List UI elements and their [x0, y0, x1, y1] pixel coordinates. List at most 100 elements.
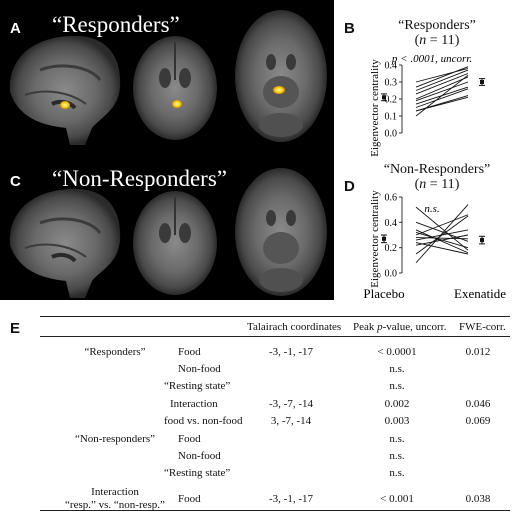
condition-cell: Food — [178, 346, 201, 358]
condition-cell: “Resting state” — [164, 467, 231, 480]
axial-slice-c — [235, 168, 327, 296]
p-value-cell: n.s. — [389, 363, 405, 376]
xlabel-exenatide: Exenatide — [454, 286, 506, 301]
subject-line — [415, 96, 469, 112]
n-value: = 11 — [426, 33, 455, 48]
subject-line — [415, 66, 469, 88]
activation-blob — [172, 100, 182, 108]
p-value-cell: n.s. — [389, 380, 405, 393]
subject-line — [415, 237, 469, 240]
subject-line — [415, 242, 469, 255]
subject-line — [415, 67, 469, 83]
stat-label-b: p < .0001, uncorr. — [391, 53, 472, 65]
activation-blob — [60, 101, 70, 109]
chart-title-d-line2: (n = 11) — [414, 177, 460, 192]
y-tick-label: 0.2 — [385, 243, 398, 254]
subject-line — [415, 74, 469, 117]
sagittal-slice-a — [9, 35, 121, 145]
p-value-cell: n.s. — [389, 467, 405, 480]
subject-line — [415, 215, 469, 255]
ylabel-d: Eigenvector centrality — [369, 190, 381, 288]
y-tick-label: 0.4 — [385, 218, 398, 229]
xlabel-placebo: Placebo — [363, 286, 404, 301]
activation-blob — [273, 86, 285, 94]
chart-d: 0.0 0.2 0.4 0.6 — [381, 193, 485, 280]
header-talairach: Talairach coordinates — [247, 321, 342, 333]
header-peak-b: -value, uncorr. — [382, 321, 447, 333]
panel-label-b: B — [344, 20, 355, 37]
y-tick-label: 0.0 — [385, 269, 398, 280]
coords-cell: -3, -1, -17 — [269, 346, 313, 358]
panel-title-c: “Non-Responders” — [52, 166, 228, 191]
axial-slice-a — [235, 10, 327, 142]
subject-line — [415, 76, 469, 100]
n-symbol: n — [419, 177, 427, 192]
table-top-rule — [40, 316, 510, 317]
chart-title-b: “Responders” (n = 11) — [362, 18, 512, 48]
chart-title-d: “Non-Responders” (n = 11) — [362, 162, 512, 192]
panel-label-e: E — [10, 320, 21, 337]
p-value-cell: < 0.0001 — [377, 346, 417, 358]
panel-label-c: C — [10, 173, 21, 190]
condition-cell: “Resting state” — [164, 380, 231, 393]
condition-cell: food vs. non-food — [164, 414, 243, 427]
chart-b: 0.0 0.1 0.2 0.3 0.4 — [381, 61, 485, 140]
n-symbol: n — [419, 33, 427, 48]
mean-marker — [480, 238, 484, 243]
coords-cell: -3, -7, -14 — [269, 397, 313, 410]
condition-cell: Non-food — [178, 450, 221, 463]
mean-marker — [480, 80, 484, 84]
group-label: Interaction — [91, 485, 139, 498]
coords-cell: 3, -7, -14 — [270, 414, 312, 427]
table-bottom-rule — [40, 510, 510, 511]
condition-cell: Food — [178, 492, 201, 505]
y-tick-label: 0.1 — [385, 112, 398, 123]
condition-cell: Non-food — [178, 363, 221, 376]
subject-line — [415, 69, 469, 91]
fwe-cell: 0.069 — [465, 414, 491, 427]
condition-cell: Food — [178, 433, 201, 445]
y-tick-label: 0.2 — [385, 95, 398, 106]
chart-title-b-line2: (n = 11) — [414, 33, 460, 48]
stat-label-d: n.s. — [424, 203, 439, 215]
p-value-cell: n.s. — [389, 433, 405, 445]
n-value: = 11 — [426, 177, 455, 192]
coronal-slice-c — [133, 191, 217, 295]
p-value-cell: n.s. — [389, 450, 405, 463]
header-peak-a: Peak — [353, 321, 378, 333]
mean-marker — [382, 236, 386, 241]
subject-line — [415, 88, 469, 108]
subject-line — [415, 73, 469, 95]
panel-title-a: “Responders” — [52, 12, 180, 37]
mean-marker — [382, 95, 386, 100]
y-tick-label: 0.3 — [385, 78, 398, 89]
subject-line — [415, 206, 469, 251]
y-tick-label: 0.6 — [385, 193, 398, 204]
header-peak-p-symbol: p — [377, 321, 383, 333]
panel-label-d: D — [344, 178, 355, 195]
chart-title-b-line1: “Responders” — [398, 18, 476, 33]
fwe-cell: 0.012 — [465, 346, 491, 358]
charts-svg: p < .0001, uncorr. Eigenvector centralit… — [363, 53, 506, 301]
p-value-cell: < 0.001 — [380, 492, 414, 505]
subject-line — [415, 214, 469, 236]
y-tick-label: 0.4 — [385, 61, 398, 72]
sagittal-slice-c — [9, 188, 121, 298]
group-label: “Non-responders” — [74, 433, 156, 445]
brain-images — [9, 10, 327, 298]
fwe-cell: 0.046 — [465, 397, 491, 410]
chart-title-d-line1: “Non-Responders” — [383, 162, 491, 177]
coronal-slice-a — [133, 36, 217, 140]
subject-line — [415, 81, 469, 102]
p-value-cell: 0.002 — [384, 397, 410, 410]
p-value-cell: 0.003 — [384, 414, 410, 427]
y-tick-label: 0.0 — [385, 129, 398, 140]
fwe-cell: 0.038 — [465, 492, 491, 505]
panel-label-a: A — [10, 20, 21, 37]
coords-cell: -3, -1, -17 — [269, 492, 313, 505]
condition-cell: Interaction — [170, 397, 218, 410]
subject-line — [415, 234, 469, 246]
table-header-rule — [40, 336, 510, 337]
ylabel-b: Eigenvector centrality — [369, 59, 381, 157]
subject-line — [415, 229, 469, 254]
